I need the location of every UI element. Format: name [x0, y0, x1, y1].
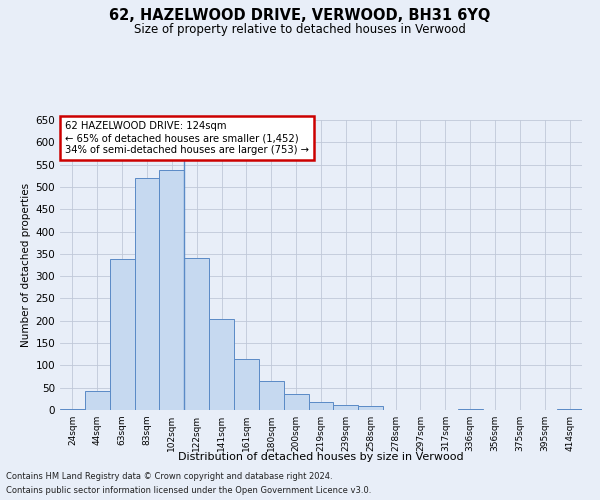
Bar: [60, 408, 85, 410]
Bar: [134, 178, 160, 410]
Bar: [184, 258, 209, 410]
Text: Distribution of detached houses by size in Verwood: Distribution of detached houses by size …: [178, 452, 464, 462]
Text: Contains HM Land Registry data © Crown copyright and database right 2024.: Contains HM Land Registry data © Crown c…: [6, 472, 332, 481]
Bar: [358, 406, 383, 410]
Y-axis label: Number of detached properties: Number of detached properties: [21, 183, 31, 347]
Bar: [234, 358, 259, 410]
Bar: [308, 402, 334, 410]
Text: 62 HAZELWOOD DRIVE: 124sqm
← 65% of detached houses are smaller (1,452)
34% of s: 62 HAZELWOOD DRIVE: 124sqm ← 65% of deta…: [65, 122, 309, 154]
Bar: [160, 170, 184, 410]
Bar: [85, 392, 110, 410]
Text: Size of property relative to detached houses in Verwood: Size of property relative to detached ho…: [134, 22, 466, 36]
Bar: [259, 381, 284, 410]
Bar: [557, 409, 582, 410]
Text: 62, HAZELWOOD DRIVE, VERWOOD, BH31 6YQ: 62, HAZELWOOD DRIVE, VERWOOD, BH31 6YQ: [109, 8, 491, 22]
Bar: [284, 394, 308, 410]
Bar: [209, 320, 234, 410]
Bar: [458, 408, 482, 410]
Bar: [334, 404, 358, 410]
Bar: [110, 259, 134, 410]
Text: Contains public sector information licensed under the Open Government Licence v3: Contains public sector information licen…: [6, 486, 371, 495]
